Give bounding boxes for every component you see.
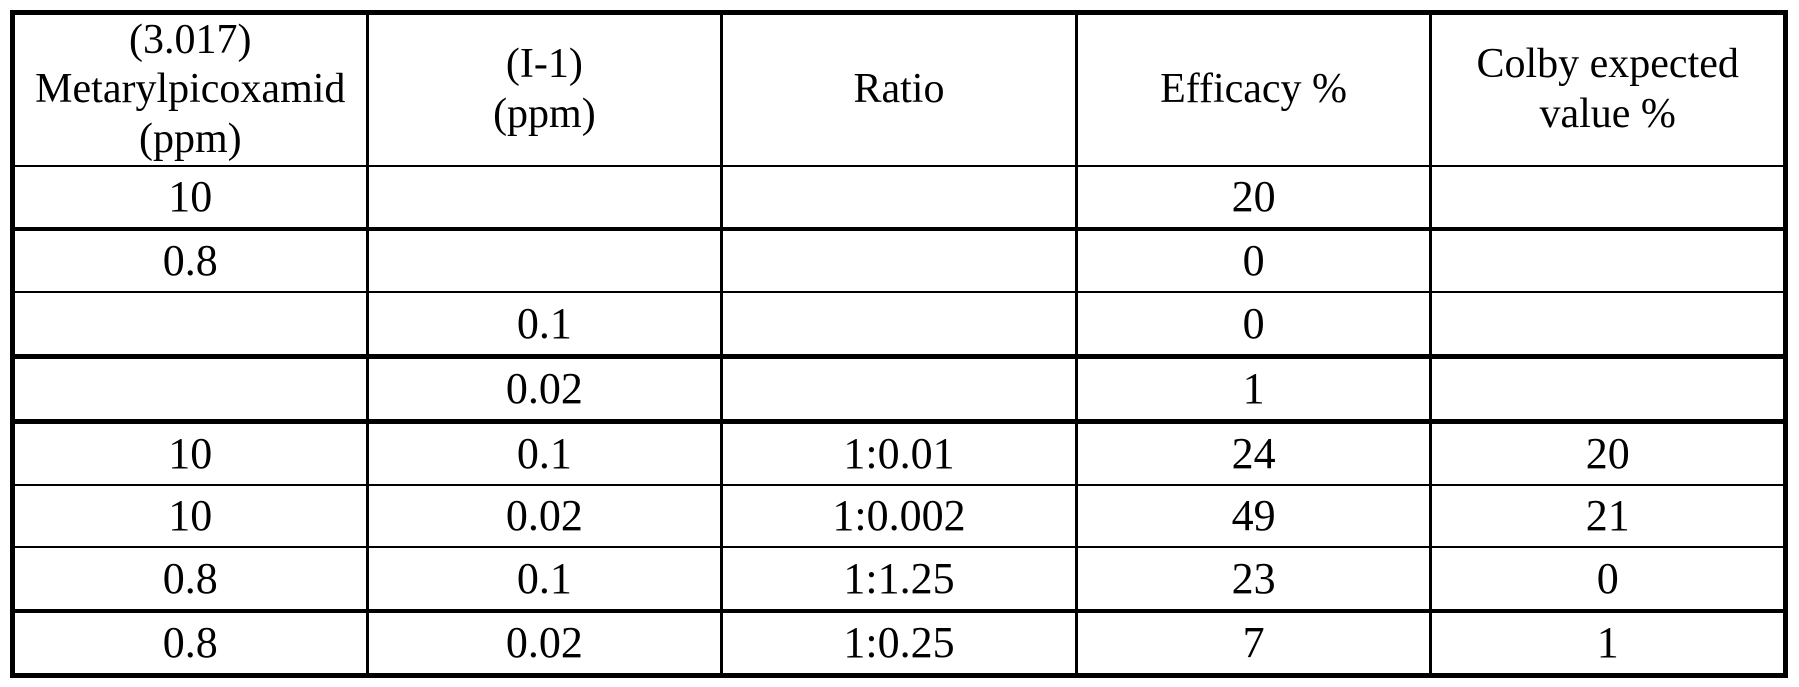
table-cell: 21 <box>1429 485 1787 549</box>
table-cell: 0.1 <box>365 292 724 359</box>
table-row: 10 20 <box>11 166 1787 232</box>
table-row: 0.8 0.02 1:0.25 7 1 <box>11 610 1787 676</box>
table-cell: 0 <box>1074 292 1433 359</box>
table-header-row: (3.017) Metarylpicoxamid (ppm) (I-1) (pp… <box>11 12 1787 167</box>
table-cell: 1 <box>1074 356 1433 425</box>
table-row: 10 0.1 1:0.01 24 20 <box>11 421 1787 487</box>
table-cell <box>720 292 1078 359</box>
table-cell <box>1429 356 1787 425</box>
table-cell: 0 <box>1074 229 1433 294</box>
table-cell <box>720 229 1078 294</box>
header-cell-metarylpicoxamid-ppm: (3.017) Metarylpicoxamid (ppm) <box>11 12 369 167</box>
table-cell: 0.02 <box>365 485 724 549</box>
table-cell: 0.1 <box>365 421 724 487</box>
header-cell-i1-ppm: (I-1) (ppm) <box>365 12 724 167</box>
table-cell: 0.8 <box>11 610 369 676</box>
table-cell: 24 <box>1074 421 1433 487</box>
table-cell: 0.02 <box>365 356 724 425</box>
table-cell: 20 <box>1429 421 1787 487</box>
table-cell: 0.8 <box>11 547 369 613</box>
table-cell: 0.02 <box>365 610 724 676</box>
table-cell <box>1429 229 1787 294</box>
table-row: 0.8 0 <box>11 229 1787 294</box>
table-cell: 10 <box>11 485 369 549</box>
table-cell: 1:0.25 <box>720 610 1078 676</box>
header-cell-efficacy-percent: Efficacy % <box>1074 12 1433 167</box>
table-cell: 1:1.25 <box>720 547 1078 613</box>
table-cell: 1:0.01 <box>720 421 1078 487</box>
table-row: 0.02 1 <box>11 356 1787 425</box>
table-cell: 0.1 <box>365 547 724 613</box>
table-cell: 10 <box>11 421 369 487</box>
table-cell: 10 <box>11 166 369 232</box>
table-row: 10 0.02 1:0.002 49 21 <box>11 485 1787 549</box>
table-cell <box>720 166 1078 232</box>
table-cell <box>1429 166 1787 232</box>
header-cell-ratio: Ratio <box>720 12 1078 167</box>
table-cell: 20 <box>1074 166 1433 232</box>
table-cell <box>1429 292 1787 359</box>
table-cell: 49 <box>1074 485 1433 549</box>
table-row: 0.1 0 <box>11 292 1787 359</box>
table-cell <box>365 229 724 294</box>
table-row: 0.8 0.1 1:1.25 23 0 <box>11 547 1787 613</box>
table-cell: 1 <box>1429 610 1787 676</box>
table-cell <box>365 166 724 232</box>
header-cell-colby-expected-value: Colby expected value % <box>1429 12 1787 167</box>
table-cell: 1:0.002 <box>720 485 1078 549</box>
table-cell: 0.8 <box>11 229 369 294</box>
efficacy-results-table: (3.017) Metarylpicoxamid (ppm) (I-1) (pp… <box>10 10 1788 678</box>
table-cell: 7 <box>1074 610 1433 676</box>
table-cell <box>720 356 1078 425</box>
table-cell <box>11 292 369 359</box>
table-cell: 23 <box>1074 547 1433 613</box>
table-cell: 0 <box>1429 547 1787 613</box>
table-cell <box>11 356 369 425</box>
